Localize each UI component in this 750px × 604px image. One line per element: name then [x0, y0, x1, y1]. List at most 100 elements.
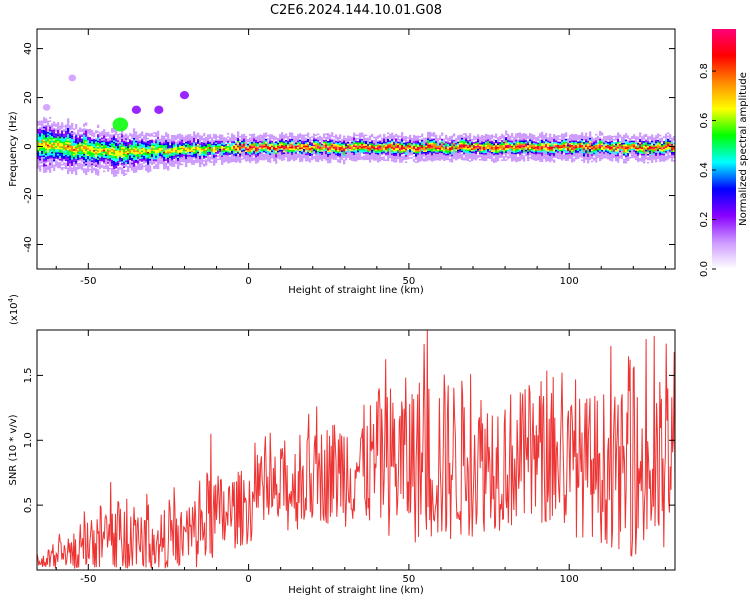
- heatmap-cell: [123, 161, 126, 164]
- heatmap-cell: [171, 158, 174, 161]
- heatmap-cell: [41, 134, 44, 137]
- heatmap-cell: [155, 168, 158, 171]
- heatmap-cell: [47, 158, 50, 161]
- heatmap-cell: [559, 135, 562, 138]
- heatmap-cell: [91, 165, 94, 167]
- heatmap-cell: [131, 153, 134, 155]
- heatmap-cell: [81, 167, 84, 169]
- heatmap-cell: [51, 147, 54, 149]
- heatmap-cell: [433, 132, 436, 134]
- heatmap-cell: [315, 145, 318, 148]
- heatmap-cell: [63, 141, 66, 144]
- heatmap-cell: [433, 151, 436, 153]
- heatmap-cell: [211, 156, 214, 159]
- heatmap-cell: [193, 144, 196, 146]
- heatmap-cell: [355, 142, 358, 145]
- heatmap-cell: [103, 140, 106, 142]
- heatmap-cell: [237, 131, 240, 134]
- heatmap-cell: [553, 157, 556, 160]
- heatmap-cell: [369, 149, 372, 152]
- heatmap-cell: [517, 142, 520, 145]
- heatmap-cell: [397, 136, 400, 139]
- heatmap-cell: [139, 157, 142, 159]
- heatmap-cell: [383, 144, 386, 147]
- heatmap-cell: [41, 144, 44, 147]
- heatmap-cell: [501, 159, 504, 161]
- heatmap-cell: [487, 145, 490, 148]
- heatmap-cell: [71, 162, 74, 165]
- heatmap-cell: [175, 162, 178, 165]
- heatmap-cell: [433, 156, 436, 158]
- heatmap-cell: [89, 140, 92, 142]
- heatmap-cell: [401, 155, 404, 158]
- heatmap-cell: [541, 138, 544, 140]
- heatmap-cell: [377, 141, 380, 144]
- heatmap-cell: [391, 153, 394, 156]
- heatmap-cell: [189, 148, 192, 151]
- heatmap-cell: [187, 143, 190, 146]
- heatmap-cell: [293, 151, 296, 154]
- heatmap-cell: [543, 154, 546, 156]
- heatmap-cell: [65, 151, 68, 154]
- heatmap-cell: [367, 153, 370, 156]
- heatmap-cell: [529, 144, 532, 146]
- heatmap-cell: [143, 151, 146, 153]
- heatmap-cell: [431, 147, 434, 149]
- heatmap-cell: [81, 149, 84, 152]
- heatmap-cell: [233, 155, 236, 158]
- heatmap-cell: [181, 153, 184, 156]
- heatmap-cell: [153, 143, 156, 145]
- heatmap-cell: [565, 154, 568, 157]
- heatmap-cell: [541, 144, 544, 147]
- heatmap-cell: [273, 158, 276, 160]
- heatmap-cell: [277, 153, 280, 156]
- heatmap-cell: [315, 139, 318, 141]
- heatmap-cell: [257, 145, 260, 147]
- heatmap-cell: [395, 138, 398, 141]
- heatmap-cell: [145, 151, 148, 154]
- heatmap-cell: [39, 139, 42, 142]
- heatmap-cell: [331, 143, 334, 145]
- heatmap-cell: [71, 167, 74, 170]
- heatmap-cell: [503, 146, 506, 149]
- heatmap-cell: [349, 155, 352, 157]
- heatmap-cell: [175, 146, 178, 149]
- heatmap-cell: [257, 148, 260, 150]
- heatmap-cell: [401, 136, 404, 139]
- heatmap-cell: [93, 161, 96, 163]
- heatmap-cell: [121, 172, 124, 175]
- heatmap-cell: [165, 135, 168, 137]
- heatmap-cell: [451, 151, 454, 154]
- heatmap-cell: [75, 157, 78, 160]
- heatmap-cell: [239, 143, 242, 146]
- heatmap-cell: [165, 146, 168, 149]
- heatmap-cell: [187, 161, 190, 163]
- heatmap-cell: [101, 166, 104, 168]
- heatmap-cell: [517, 156, 520, 159]
- heatmap-cell: [111, 131, 114, 133]
- heatmap-cell: [377, 159, 380, 161]
- heatmap-cell: [381, 139, 384, 141]
- heatmap-cell: [359, 148, 362, 151]
- heatmap-cell: [137, 136, 140, 139]
- heatmap-cell: [299, 155, 302, 158]
- heatmap-cell: [65, 140, 68, 143]
- heatmap-cell: [87, 141, 90, 144]
- heatmap-cell: [477, 140, 480, 143]
- heatmap-cell: [133, 166, 136, 169]
- heatmap-cell: [209, 159, 212, 162]
- heatmap-cell: [317, 138, 320, 140]
- heatmap-cell: [223, 159, 226, 161]
- heatmap-cell: [429, 139, 432, 142]
- heatmap-cell: [511, 142, 514, 145]
- heatmap-cell: [113, 172, 116, 174]
- heatmap-cell: [309, 156, 312, 158]
- heatmap-cell: [569, 157, 572, 159]
- heatmap-cell: [299, 152, 302, 155]
- heatmap-cell: [159, 154, 162, 157]
- heatmap-cell: [209, 135, 212, 138]
- heatmap-cell: [347, 148, 350, 150]
- heatmap-cell: [407, 146, 410, 149]
- heatmap-cell: [217, 152, 220, 154]
- heatmap-cell: [549, 139, 552, 142]
